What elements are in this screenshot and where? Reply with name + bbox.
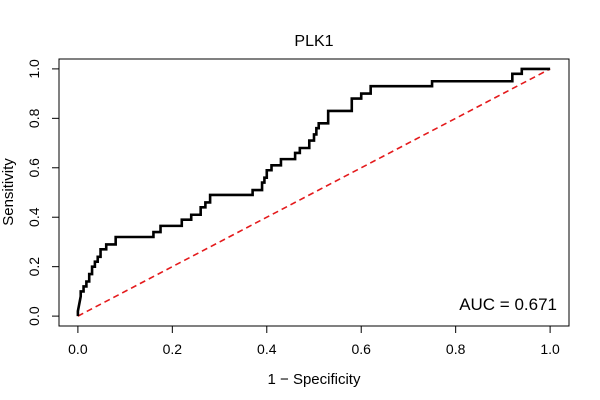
x-axis: 0.0 0.2 0.4 0.6 0.8 1.0 (68, 325, 560, 357)
y-axis-label: Sensitivity (0, 158, 17, 226)
chart-title: PLK1 (294, 33, 333, 50)
x-tick-label: 0.4 (257, 341, 277, 357)
diagonal-reference-layer (77, 68, 551, 317)
x-tick-label: 0.0 (68, 341, 88, 357)
y-tick-label: 0.4 (26, 207, 42, 227)
y-tick-label: 0.2 (26, 257, 42, 277)
roc-curve-line (76, 67, 551, 317)
x-axis-label: 1 − Specificity (268, 371, 361, 388)
y-tick-label: 0.0 (26, 306, 42, 326)
roc-curve-layer (76, 67, 551, 317)
y-tick-label: 1.0 (26, 59, 42, 79)
y-tick-label: 0.8 (26, 108, 42, 128)
x-tick-label: 0.2 (163, 341, 183, 357)
diagonal-reference-line (77, 68, 551, 317)
x-tick-label: 0.6 (351, 341, 371, 357)
y-axis: 0.0 0.2 0.4 0.6 0.8 1.0 (26, 59, 60, 326)
y-tick-label: 0.6 (26, 158, 42, 178)
x-tick-label: 1.0 (540, 341, 560, 357)
auc-annotation: AUC = 0.671 (459, 295, 557, 314)
x-tick-label: 0.8 (446, 341, 466, 357)
